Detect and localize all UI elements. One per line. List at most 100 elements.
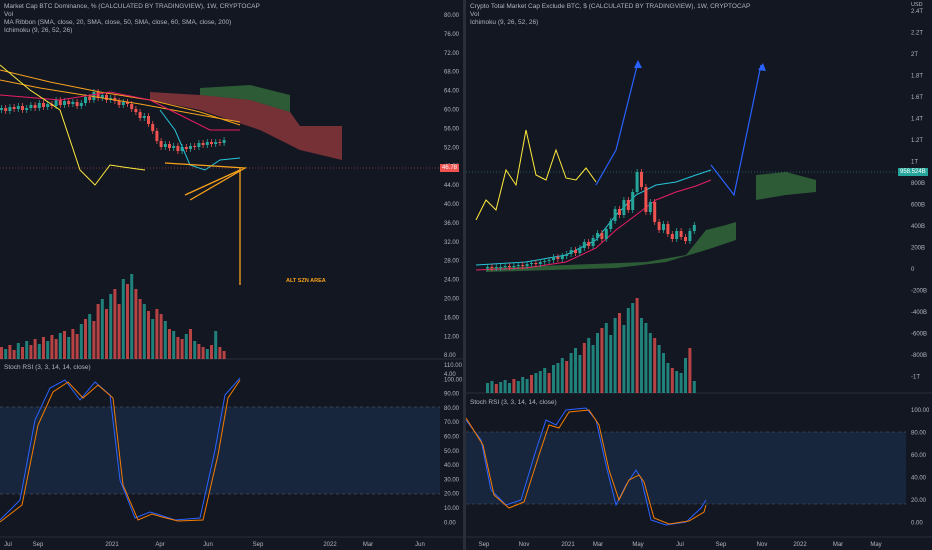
right-rsi-axis-label: 80.00	[911, 431, 927, 437]
right-candle	[503, 266, 507, 267]
left-chart-title[interactable]: Market Cap BTC Dominance, % (CALCULATED …	[4, 3, 260, 10]
right-candle	[640, 172, 643, 187]
right-candle	[657, 222, 661, 230]
left-volume-bar	[163, 321, 167, 359]
left-cloud-red	[150, 92, 342, 160]
right-time-label: Mar	[833, 542, 843, 548]
left-rsi-axis-label: 90.00	[444, 392, 460, 398]
left-volume-bar	[16, 343, 20, 359]
right-time-label: 2021	[561, 542, 575, 548]
right-tenkan-line	[475, 169, 712, 266]
left-candle	[42, 103, 45, 107]
total-market-cap-chart[interactable]: 2.4T 2.2T 2T 1.8T 1.6T 1.4T 1.2T 1T 800B 600B 400B…	[466, 0, 932, 550]
right-volume-bar	[662, 353, 665, 393]
right-candle	[525, 264, 529, 266]
left-price-axis-label: 80.00	[444, 13, 460, 19]
left-candle	[189, 146, 192, 149]
left-legend-ma-ribbon[interactable]: MA Ribbon (SMA, close, 20, SMA, close, 5…	[4, 19, 232, 26]
right-candle	[675, 231, 679, 239]
left-candle	[180, 147, 184, 151]
right-price-axis-label: 1.6T	[911, 95, 923, 101]
left-candle	[79, 103, 83, 106]
left-candle	[210, 142, 213, 144]
right-volume-bar	[648, 333, 652, 393]
right-time-label: 2022	[793, 542, 807, 548]
left-volume-bar	[218, 347, 222, 359]
right-candle	[626, 200, 630, 210]
right-candle	[499, 267, 503, 268]
right-candle	[552, 257, 555, 260]
right-volume-bar	[613, 318, 617, 393]
left-time-label: Sep	[33, 542, 44, 548]
left-volume-bar	[75, 334, 79, 359]
left-price-axis-label: 52.00	[444, 145, 460, 151]
left-volume-bar	[109, 294, 113, 359]
left-price-axis-label: 28.00	[444, 259, 460, 265]
right-rsi-band	[466, 432, 906, 504]
left-price-axis-label: 16.00	[444, 315, 460, 321]
left-candle	[155, 131, 159, 141]
left-candle	[63, 101, 66, 105]
left-rsi-axis-label: 60.00	[444, 435, 460, 441]
right-candle	[560, 256, 564, 259]
currency-label[interactable]: USD	[911, 2, 923, 8]
left-candle	[75, 102, 79, 106]
left-ma-60	[0, 69, 241, 126]
left-volume-bar	[172, 331, 176, 359]
right-legend-vol[interactable]: Vol	[470, 11, 480, 18]
right-volume-bar	[499, 382, 503, 393]
right-legend-ichimoku[interactable]: Ichimoku (9, 26, 52, 26)	[470, 19, 539, 26]
left-legend-ichimoku[interactable]: Ichimoku (9, 26, 52, 26)	[4, 27, 73, 34]
btc-dominance-chart-pane[interactable]: 80.00 76.00 72.00 68.00 64.00 60.00 56.00 52.00…	[0, 0, 463, 550]
left-price-axis-label: 20.00	[444, 297, 460, 303]
left-legend-vol[interactable]: Vol	[4, 11, 14, 18]
right-kijun-line	[475, 179, 712, 271]
right-volume-bar	[596, 333, 599, 393]
left-volume-bar	[138, 299, 142, 359]
left-volume-bar	[88, 314, 92, 359]
left-candle	[54, 100, 58, 106]
pane-divider[interactable]	[463, 0, 466, 550]
left-stoch-d	[0, 379, 241, 523]
left-time-label: Jul	[4, 542, 12, 548]
left-rsi-axis-label: 40.00	[444, 463, 460, 469]
right-candle	[684, 237, 687, 241]
right-candle	[565, 254, 569, 256]
right-price-tag: 958.524B	[898, 168, 928, 176]
right-volume-bar	[604, 323, 608, 393]
left-time-label: Sep	[253, 542, 264, 548]
left-candle	[0, 108, 3, 110]
right-chart-title[interactable]: Crypto Total Market Cap Exclude BTC, $ (…	[470, 3, 751, 10]
left-candle	[4, 108, 8, 111]
left-candle	[205, 142, 209, 145]
right-volume-bar	[569, 353, 573, 393]
left-candle	[159, 141, 163, 147]
left-candle	[218, 142, 222, 143]
left-rsi-title[interactable]: Stoch RSI (3, 3, 14, 14, close)	[4, 364, 91, 371]
right-price-axis-label: 1.4T	[911, 117, 923, 123]
right-volume-bar	[635, 298, 639, 393]
right-volume-bar	[530, 375, 533, 393]
btc-dominance-chart[interactable]: 80.00 76.00 72.00 68.00 64.00 60.00 56.00 52.00…	[0, 0, 463, 550]
right-time-label: Jul	[676, 542, 684, 548]
right-price-axis-label: 1.8T	[911, 74, 923, 80]
right-rsi-legend[interactable]: Stoch RSI (3, 3, 14, 14, close)	[470, 399, 557, 407]
right-volume-bar	[578, 355, 582, 393]
left-lagging-span	[0, 64, 146, 186]
right-cloud-future	[756, 172, 816, 200]
left-volume-bar	[4, 349, 8, 359]
right-volume-bar	[684, 358, 687, 393]
right-candle	[512, 266, 516, 267]
right-volume-bar	[675, 371, 679, 393]
left-wedge-support	[184, 169, 241, 196]
left-price-axis-label: 4.00	[444, 372, 456, 378]
left-candle	[197, 143, 201, 147]
right-candle	[688, 231, 692, 241]
left-candle	[142, 116, 146, 118]
total-market-cap-chart-pane[interactable]: 2.4T 2.2T 2T 1.8T 1.6T 1.4T 1.2T 1T 800B 600B 400B…	[466, 0, 932, 550]
right-projection-arrow-1	[595, 61, 639, 186]
right-volume-bar	[538, 371, 542, 393]
right-candle	[604, 229, 608, 239]
right-rsi-title[interactable]: Stoch RSI (3, 3, 14, 14, close)	[470, 399, 557, 406]
left-rsi-legend[interactable]: Stoch RSI (3, 3, 14, 14, close)	[4, 364, 91, 372]
